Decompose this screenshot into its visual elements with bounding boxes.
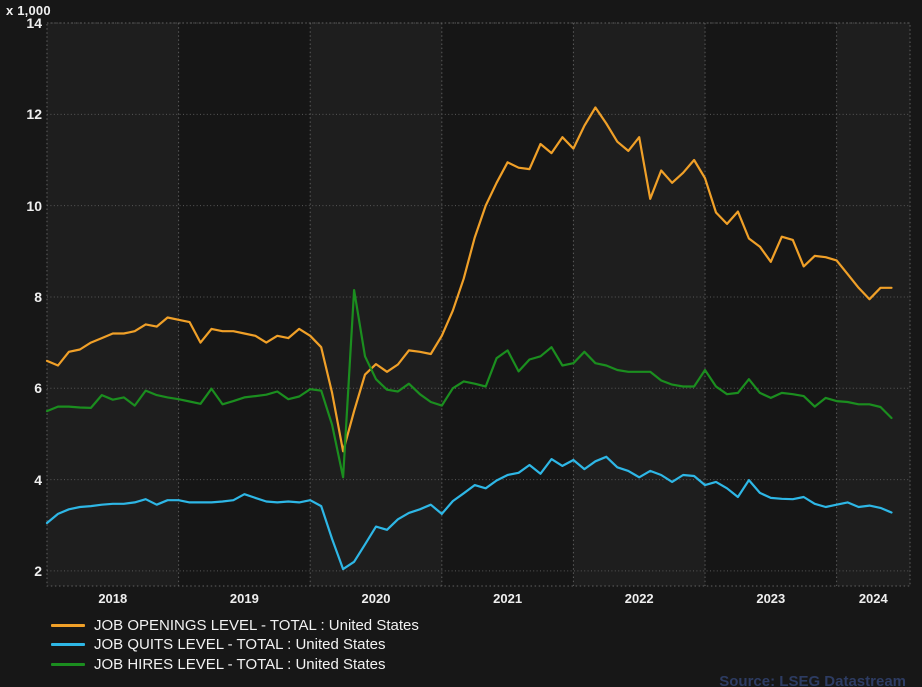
legend-swatch-hires	[51, 662, 85, 666]
x-tick-label: 2019	[229, 591, 259, 606]
legend-item-openings: JOB OPENINGS LEVEL - TOTAL : United Stat…	[51, 616, 419, 635]
y-axis-unit-label: x 1,000	[6, 3, 51, 18]
x-tick-label: 2022	[624, 591, 654, 606]
legend: JOB OPENINGS LEVEL - TOTAL : United Stat…	[51, 616, 419, 674]
x-tick-label: 2020	[361, 591, 391, 606]
legend-label-hires: JOB HIRES LEVEL - TOTAL : United States	[94, 655, 386, 673]
y-tick-label: 2	[34, 562, 42, 579]
x-tick-label: 2024	[858, 591, 888, 606]
y-tick-label: 12	[26, 106, 42, 123]
y-tick-label: 10	[26, 197, 42, 214]
legend-item-hires: JOB HIRES LEVEL - TOTAL : United States	[51, 655, 419, 674]
y-tick-label: 14	[26, 15, 42, 31]
legend-item-quits: JOB QUITS LEVEL - TOTAL : United States	[51, 635, 419, 654]
x-tick-label: 2023	[756, 591, 786, 606]
legend-swatch-openings	[51, 624, 85, 628]
plot-area	[45, 22, 911, 587]
y-tick-label: 6	[34, 380, 42, 397]
source-attribution: Source: LSEG Datastream	[719, 673, 906, 687]
legend-label-openings: JOB OPENINGS LEVEL - TOTAL : United Stat…	[94, 617, 419, 635]
legend-swatch-quits	[51, 643, 85, 647]
y-tick-label: 4	[34, 471, 42, 488]
x-tick-label: 2021	[493, 591, 523, 606]
x-tick-label: 2018	[98, 591, 128, 606]
y-tick-label: 8	[34, 288, 42, 305]
chart-canvas	[45, 22, 911, 587]
legend-label-quits: JOB QUITS LEVEL - TOTAL : United States	[94, 636, 386, 654]
